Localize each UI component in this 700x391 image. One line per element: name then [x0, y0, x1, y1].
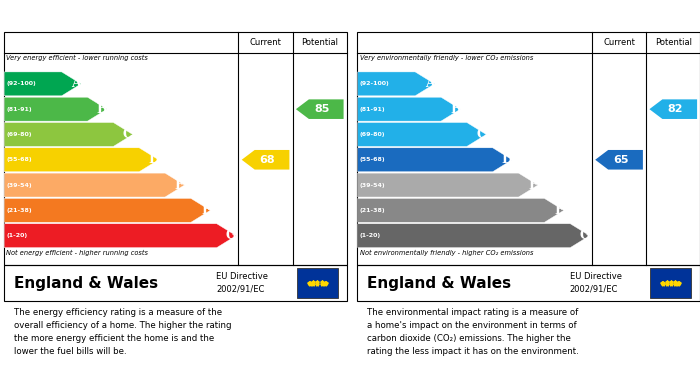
- Text: Not energy efficient - higher running costs: Not energy efficient - higher running co…: [6, 250, 148, 256]
- Text: 68: 68: [260, 155, 275, 165]
- Polygon shape: [595, 150, 643, 170]
- Text: (69-80): (69-80): [360, 132, 385, 137]
- Text: England & Wales: England & Wales: [368, 276, 512, 291]
- Text: (1-20): (1-20): [6, 233, 27, 238]
- Polygon shape: [650, 99, 697, 119]
- Polygon shape: [241, 150, 289, 170]
- Bar: [650, 268, 692, 298]
- Polygon shape: [358, 173, 538, 197]
- Text: Very energy efficient - lower running costs: Very energy efficient - lower running co…: [6, 54, 148, 61]
- Text: E: E: [175, 179, 184, 192]
- Text: Very environmentally friendly - lower CO₂ emissions: Very environmentally friendly - lower CO…: [360, 54, 533, 61]
- Text: Environmental Impact (CO₂) Rating: Environmental Impact (CO₂) Rating: [364, 9, 610, 23]
- Text: B: B: [97, 103, 107, 116]
- Text: 82: 82: [667, 104, 683, 114]
- Text: (39-54): (39-54): [360, 183, 386, 188]
- Polygon shape: [4, 198, 210, 222]
- Text: G: G: [226, 229, 237, 242]
- Polygon shape: [4, 97, 107, 121]
- Text: G: G: [580, 229, 590, 242]
- Text: F: F: [554, 204, 564, 217]
- Text: C: C: [123, 128, 133, 141]
- Text: (69-80): (69-80): [6, 132, 32, 137]
- Polygon shape: [358, 224, 589, 248]
- Polygon shape: [358, 97, 461, 121]
- Text: D: D: [148, 153, 159, 166]
- Text: England & Wales: England & Wales: [14, 276, 158, 291]
- Text: Potential: Potential: [301, 38, 338, 47]
- Text: A: A: [71, 77, 81, 90]
- Text: C: C: [477, 128, 486, 141]
- Text: Potential: Potential: [654, 38, 692, 47]
- Polygon shape: [358, 198, 564, 222]
- Text: D: D: [502, 153, 512, 166]
- Text: F: F: [201, 204, 210, 217]
- Text: EU Directive
2002/91/EC: EU Directive 2002/91/EC: [570, 273, 622, 294]
- Polygon shape: [4, 224, 236, 248]
- Text: (81-91): (81-91): [6, 107, 32, 112]
- Text: (55-68): (55-68): [6, 157, 32, 162]
- Text: (39-54): (39-54): [6, 183, 32, 188]
- Polygon shape: [4, 148, 159, 172]
- Polygon shape: [4, 72, 81, 96]
- Text: E: E: [528, 179, 538, 192]
- Text: Current: Current: [603, 38, 635, 47]
- Polygon shape: [358, 148, 512, 172]
- Polygon shape: [296, 99, 344, 119]
- Text: 65: 65: [613, 155, 629, 165]
- Text: The energy efficiency rating is a measure of the
overall efficiency of a home. T: The energy efficiency rating is a measur…: [14, 308, 231, 356]
- Bar: [297, 268, 338, 298]
- Text: A: A: [425, 77, 435, 90]
- Text: (1-20): (1-20): [360, 233, 381, 238]
- Text: (92-100): (92-100): [6, 81, 36, 86]
- Text: (55-68): (55-68): [360, 157, 386, 162]
- Text: 85: 85: [314, 104, 330, 114]
- Text: Current: Current: [250, 38, 281, 47]
- Text: Energy Efficiency Rating: Energy Efficiency Rating: [10, 9, 182, 23]
- Text: B: B: [450, 103, 461, 116]
- Text: (21-38): (21-38): [360, 208, 386, 213]
- Text: Not environmentally friendly - higher CO₂ emissions: Not environmentally friendly - higher CO…: [360, 250, 533, 256]
- Text: The environmental impact rating is a measure of
a home's impact on the environme: The environmental impact rating is a mea…: [368, 308, 579, 356]
- Text: (21-38): (21-38): [6, 208, 32, 213]
- Polygon shape: [358, 72, 435, 96]
- Polygon shape: [4, 173, 184, 197]
- Text: (92-100): (92-100): [360, 81, 389, 86]
- Polygon shape: [358, 122, 486, 146]
- Polygon shape: [4, 122, 133, 146]
- Text: EU Directive
2002/91/EC: EU Directive 2002/91/EC: [216, 273, 268, 294]
- Text: (81-91): (81-91): [360, 107, 386, 112]
